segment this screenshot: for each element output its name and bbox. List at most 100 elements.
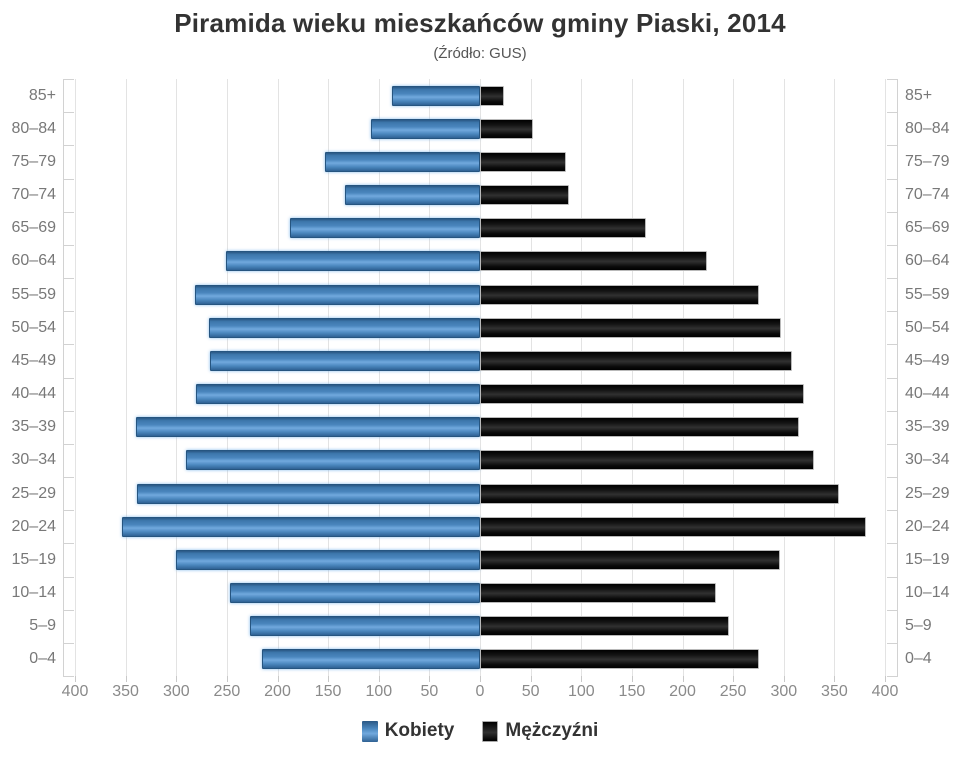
x-axis-tick xyxy=(328,676,330,682)
x-axis-tick xyxy=(429,676,431,682)
right-axis-tick xyxy=(887,244,898,246)
x-gridline xyxy=(682,79,684,676)
age-label-left: 75–79 xyxy=(11,152,57,170)
bar-kobiety-5–9[interactable] xyxy=(250,616,480,637)
bar-mezczyzni-55–59[interactable] xyxy=(480,284,760,305)
right-axis-tick xyxy=(887,112,898,114)
bar-mezczyzni-85+[interactable] xyxy=(480,85,505,106)
x-axis-tick xyxy=(378,676,380,682)
right-axis-tick xyxy=(887,443,898,445)
bar-mezczyzni-50–54[interactable] xyxy=(480,317,781,338)
age-label-right: 5–9 xyxy=(905,617,932,635)
bar-kobiety-85+[interactable] xyxy=(391,85,480,106)
x-axis-tick xyxy=(277,676,279,682)
age-label-left: 25–29 xyxy=(11,484,57,502)
right-axis-tick xyxy=(887,510,898,512)
left-axis-tick xyxy=(63,112,74,114)
x-axis-label: 200 xyxy=(264,683,291,700)
left-axis-tick xyxy=(63,178,74,180)
x-axis-label: 50 xyxy=(521,683,540,700)
age-label-right: 65–69 xyxy=(905,219,950,237)
age-label-left: 5–9 xyxy=(29,617,56,635)
age-label-left: 20–24 xyxy=(11,517,57,535)
bar-kobiety-20–24[interactable] xyxy=(121,516,480,537)
bar-kobiety-65–69[interactable] xyxy=(289,218,480,239)
age-label-left: 45–49 xyxy=(11,351,57,369)
age-label-right: 70–74 xyxy=(905,186,950,204)
bar-mezczyzni-25–29[interactable] xyxy=(480,483,840,504)
bar-kobiety-50–54[interactable] xyxy=(208,317,480,338)
bar-mezczyzni-40–44[interactable] xyxy=(480,384,804,405)
x-axis-tick xyxy=(75,676,76,682)
x-axis-label: 350 xyxy=(112,683,139,700)
left-axis-tick xyxy=(63,278,74,279)
x-axis-label: 150 xyxy=(314,683,342,700)
bar-kobiety-30–34[interactable] xyxy=(186,450,480,471)
bar-kobiety-25–29[interactable] xyxy=(136,483,480,504)
age-label-left: 60–64 xyxy=(11,252,57,270)
x-gridline xyxy=(480,79,481,676)
x-axis-tick xyxy=(783,676,785,682)
bar-kobiety-35–39[interactable] xyxy=(135,417,481,438)
left-axis-tick xyxy=(63,344,74,346)
left-axis-tick xyxy=(63,510,74,512)
x-axis-tick xyxy=(226,676,228,682)
age-label-left: 10–14 xyxy=(11,584,57,602)
right-axis-tick xyxy=(887,178,898,180)
bar-kobiety-55–59[interactable] xyxy=(194,284,480,305)
bar-kobiety-0–4[interactable] xyxy=(262,649,480,670)
bar-kobiety-40–44[interactable] xyxy=(195,384,480,405)
age-label-right: 75–79 xyxy=(905,152,950,170)
bar-kobiety-45–49[interactable] xyxy=(209,350,480,371)
bar-mezczyzni-45–49[interactable] xyxy=(480,350,792,371)
age-label-left: 50–54 xyxy=(11,318,57,336)
bar-mezczyzni-30–34[interactable] xyxy=(480,450,815,471)
left-axis-tick xyxy=(63,79,74,80)
legend-item-kobiety[interactable]: Kobiety xyxy=(361,720,454,742)
bar-mezczyzni-5–9[interactable] xyxy=(480,616,730,637)
bar-mezczyzni-15–19[interactable] xyxy=(480,549,780,570)
x-axis-tick xyxy=(581,676,583,682)
x-axis-label: 400 xyxy=(871,683,899,700)
bar-mezczyzni-60–64[interactable] xyxy=(480,251,707,272)
bar-mezczyzni-35–39[interactable] xyxy=(480,417,799,438)
right-axis-tick xyxy=(887,609,898,611)
mezczyzni-swatch-icon xyxy=(482,720,499,742)
x-gridline xyxy=(581,79,583,676)
bar-mezczyzni-75–79[interactable] xyxy=(480,151,567,172)
left-axis-tick xyxy=(63,642,74,644)
bar-kobiety-10–14[interactable] xyxy=(229,583,480,604)
bar-mezczyzni-80–84[interactable] xyxy=(480,118,533,139)
right-axis-tick xyxy=(887,642,898,644)
age-label-right: 60–64 xyxy=(905,252,950,270)
x-axis-label: 200 xyxy=(669,683,696,700)
x-axis-label: 100 xyxy=(365,683,393,700)
x-axis-label: 300 xyxy=(770,683,798,700)
bar-kobiety-80–84[interactable] xyxy=(370,118,480,139)
bar-kobiety-15–19[interactable] xyxy=(176,549,481,570)
age-label-left: 0–4 xyxy=(29,650,56,668)
bar-mezczyzni-65–69[interactable] xyxy=(480,218,646,239)
right-axis-tick xyxy=(887,477,898,478)
bar-mezczyzni-10–14[interactable] xyxy=(480,583,716,604)
legend-item-mezczyzni[interactable]: Mężczyźni xyxy=(482,720,598,742)
x-axis-label: 300 xyxy=(162,683,190,700)
bar-kobiety-60–64[interactable] xyxy=(225,251,480,272)
x-gridline xyxy=(834,79,836,676)
age-label-right: 20–24 xyxy=(905,517,950,535)
bar-kobiety-70–74[interactable] xyxy=(345,185,480,206)
right-axis-tick xyxy=(887,543,898,545)
chart-legend: Kobiety Mężczyźni xyxy=(0,720,960,742)
age-label-left: 15–19 xyxy=(11,550,57,568)
x-gridline xyxy=(631,79,633,676)
bar-mezczyzni-20–24[interactable] xyxy=(480,516,866,537)
left-axis-tick xyxy=(63,477,74,478)
bar-mezczyzni-0–4[interactable] xyxy=(480,649,760,670)
left-axis-tick xyxy=(63,609,74,611)
age-label-right: 55–59 xyxy=(905,285,950,303)
left-axis-tick xyxy=(63,244,74,246)
bar-kobiety-75–79[interactable] xyxy=(325,151,480,172)
age-label-left: 70–74 xyxy=(11,186,57,204)
bar-mezczyzni-70–74[interactable] xyxy=(480,185,570,206)
